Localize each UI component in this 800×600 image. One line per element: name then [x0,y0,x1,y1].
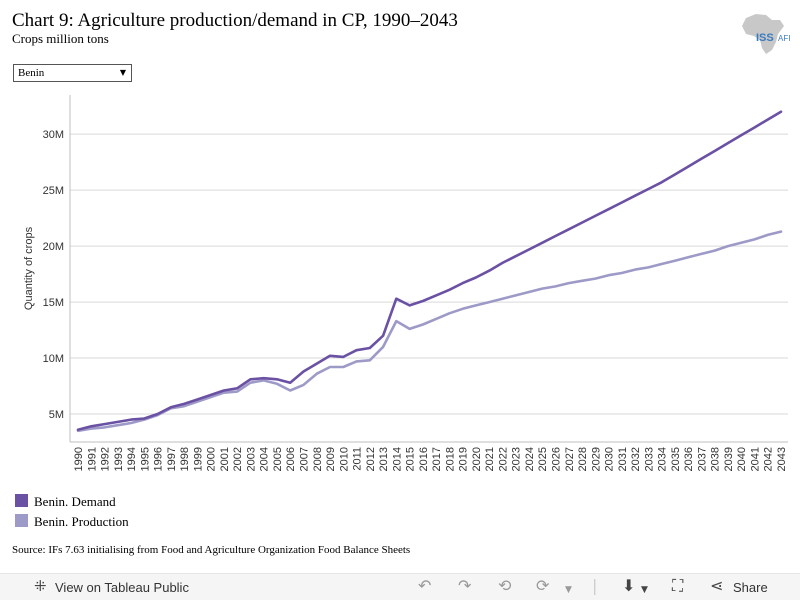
x-tick-label: 2000 [206,447,218,471]
x-tick-label: 2012 [365,447,377,471]
x-tick-label: 1997 [166,447,178,471]
legend-item-demand[interactable]: Benin. Demand [15,494,145,510]
x-tick-label: 2034 [657,447,669,471]
y-tick-label: 15M [43,297,64,309]
x-tick-label: 2002 [232,447,244,471]
x-tick-label: 2014 [391,447,403,471]
iss-africa-logo: ISS AFI [738,12,792,56]
source-note: Source: IFs 7.63 initialising from Food … [12,544,411,556]
legend-item-production[interactable]: Benin. Production [15,514,145,530]
x-tick-label: 2015 [405,447,417,471]
tableau-icon: ⁜ [34,578,47,595]
undo-icon[interactable]: ↶ [418,576,432,595]
legend-label-demand: Benin. Demand [34,494,116,509]
x-tick-label: 2039 [723,447,735,471]
x-tick-label: 2019 [458,447,470,471]
fullscreen-icon[interactable]: ⛶ [672,576,684,595]
x-tick-label: 2026 [551,447,563,471]
x-tick-label: 2035 [670,447,682,471]
x-tick-label: 2032 [630,447,642,471]
refresh-dropdown-icon[interactable]: ▼ [565,585,572,595]
logo-text: ISS [756,32,774,44]
x-tick-label: 2001 [219,447,231,471]
x-tick-label: 2038 [710,447,722,471]
x-tick-label: 1994 [126,447,138,471]
series-line-demand [76,110,783,432]
y-tick-label: 10M [43,353,64,365]
x-tick-label: 2033 [643,447,655,471]
x-tick-label: 2037 [696,447,708,471]
x-tick-label: 2027 [564,447,576,471]
legend-label-production: Benin. Production [34,514,129,529]
x-tick-label: 2024 [524,447,536,471]
revert-icon[interactable]: ⟲ [498,576,512,595]
x-tick-label: 2036 [683,447,695,471]
tableau-toolbar: ⁜ View on Tableau Public ↶ ↷ ⟲ ⟳ ▼ | ⬇ ▼… [0,573,800,600]
x-tick-label: 2025 [537,447,549,471]
x-tick-label: 2021 [484,447,496,471]
africa-map-icon [742,14,784,54]
x-tick-label: 2020 [471,447,483,471]
x-tick-label: 2016 [418,447,430,471]
x-tick-label: 2030 [604,447,616,471]
x-tick-label: 2007 [298,447,310,471]
chevron-down-icon: ▼ [119,68,126,77]
x-tick-label: 1992 [100,447,112,471]
x-tick-label: 2011 [352,447,364,471]
x-tick-label: 2028 [577,447,589,471]
x-tick-label: 2029 [590,447,602,471]
y-tick-label: 25M [43,185,64,197]
chart-subtitle: Crops million tons [12,31,109,46]
redo-icon[interactable]: ↷ [458,576,472,595]
country-dropdown[interactable]: Benin ▼ [13,64,132,82]
x-tick-label: 1999 [192,447,204,471]
x-tick-label: 2031 [617,447,629,471]
x-tick-label: 2009 [325,447,337,471]
x-tick-label: 1990 [73,447,85,471]
y-tick-label: 5M [49,409,64,421]
x-tick-label: 2003 [245,447,257,471]
x-tick-label: 2043 [776,447,788,471]
separator-icon: | [592,576,598,595]
chart-title: Chart 9: Agriculture production/demand i… [12,10,458,31]
x-tick-label: 2018 [444,447,456,471]
x-tick-label: 2042 [763,447,775,471]
x-tick-label: 2017 [431,447,443,471]
y-tick-label: 30M [43,129,64,141]
x-tick-label: 2004 [259,447,271,471]
download-icon[interactable]: ⬇ [622,576,636,595]
share-label: Share [733,580,768,595]
x-tick-label: 1996 [153,447,165,471]
x-tick-label: 2041 [749,447,761,471]
x-tick-label: 1993 [113,447,125,471]
download-dropdown-icon[interactable]: ▼ [641,585,648,595]
series-line-production [76,230,783,433]
legend-swatch-production [15,514,28,527]
y-tick-label: 20M [43,241,64,253]
x-tick-label: 2023 [511,447,523,471]
x-tick-label: 2006 [285,447,297,471]
y-axis-label: Quantity of crops [23,226,35,310]
x-tick-label: 2008 [312,447,324,471]
x-tick-label: 1998 [179,447,191,471]
x-tick-label: 2005 [272,447,284,471]
x-tick-label: 2040 [736,447,748,471]
x-tick-label: 1995 [139,447,151,471]
share-icon: ⋖ [710,576,724,595]
refresh-icon[interactable]: ⟳ [536,576,550,595]
country-dropdown-value: Benin [18,67,45,79]
x-tick-label: 1991 [86,447,98,471]
view-on-tableau-label: View on Tableau Public [55,580,189,595]
legend-swatch-demand [15,494,28,507]
x-tick-label: 2022 [497,447,509,471]
x-tick-label: 2013 [378,447,390,471]
logo-text-suffix: AFI [778,34,791,43]
x-tick-label: 2010 [338,447,350,471]
